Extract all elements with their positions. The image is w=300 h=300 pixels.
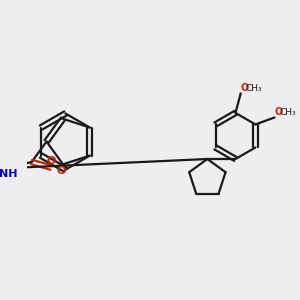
Text: NH: NH xyxy=(0,169,17,179)
Text: O: O xyxy=(46,156,56,167)
Text: O: O xyxy=(241,83,249,93)
Text: CH₃: CH₃ xyxy=(280,108,296,117)
Text: O: O xyxy=(274,107,283,117)
Text: O: O xyxy=(56,166,65,176)
Text: CH₃: CH₃ xyxy=(246,84,262,93)
